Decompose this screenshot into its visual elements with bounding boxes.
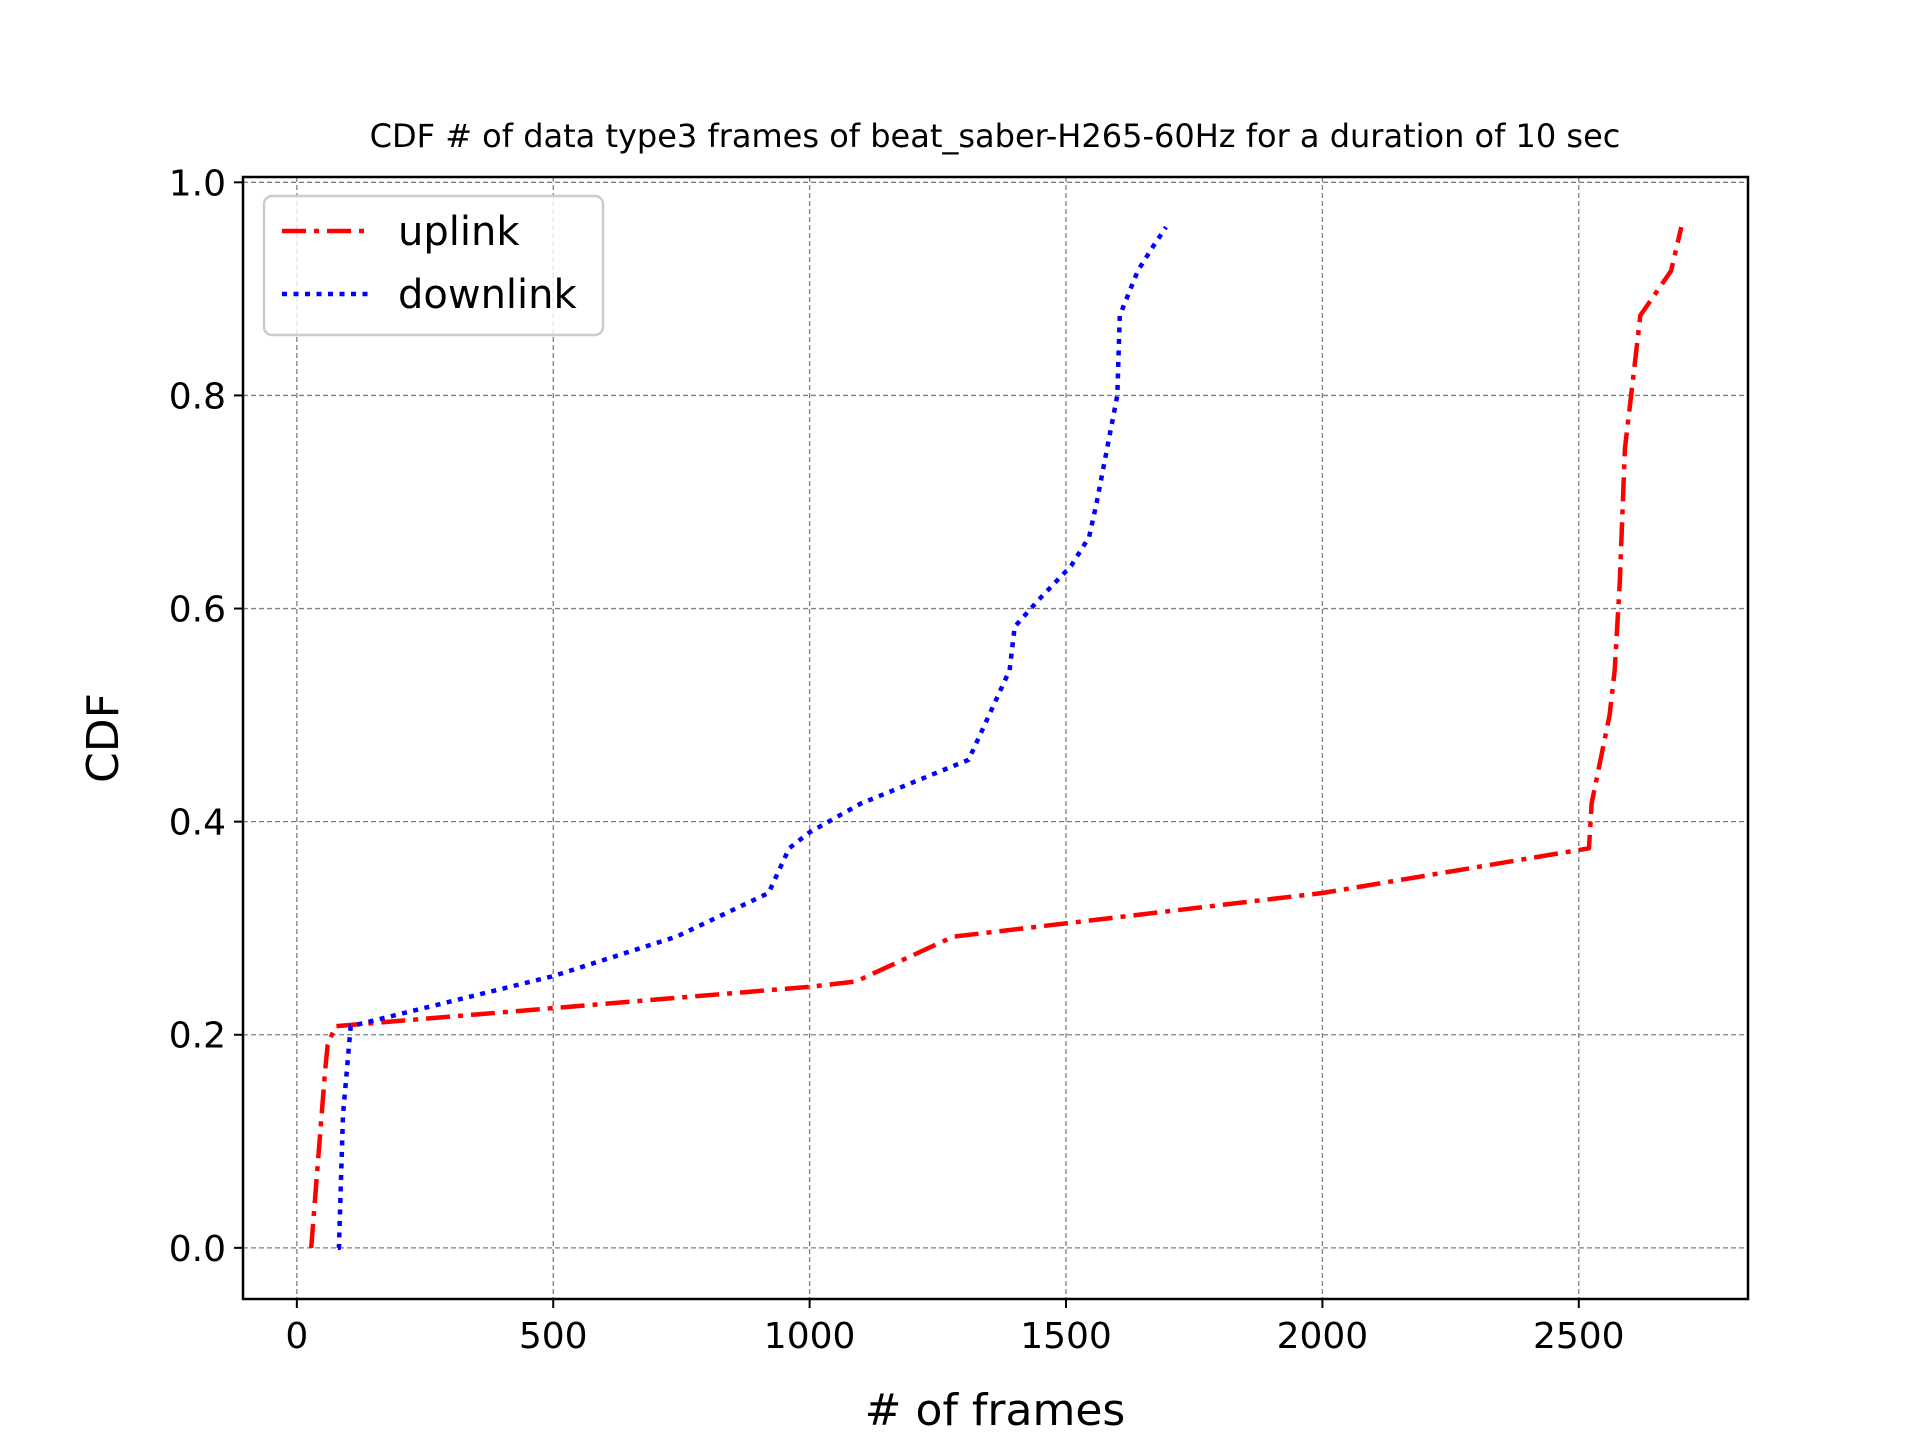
y-tick-label: 0.2 [169, 1016, 226, 1057]
x-axis-label: # of frames [865, 1385, 1126, 1436]
x-tick-label: 0 [285, 1316, 308, 1357]
x-tick-label: 2500 [1533, 1316, 1625, 1357]
legend-label-uplink: uplink [398, 209, 520, 255]
plot-frame [241, 175, 1750, 1301]
legend-label-downlink: downlink [398, 272, 578, 318]
x-tick-label: 1000 [764, 1316, 856, 1357]
series-lines [308, 225, 1684, 1251]
x-tick-label: 1500 [1020, 1316, 1112, 1357]
chart-title: CDF # of data type3 frames of beat_saber… [370, 117, 1621, 155]
x-tick-label: 500 [519, 1316, 588, 1357]
y-axis-ticks: 0.0 0.2 0.4 0.6 0.8 1.0 [169, 163, 243, 1270]
y-tick-label: 1.0 [169, 163, 226, 204]
y-axis-label: CDF [78, 693, 129, 783]
y-tick-label: 0.4 [169, 803, 226, 844]
x-tick-label: 2000 [1277, 1316, 1369, 1357]
y-tick-label: 0.8 [169, 376, 226, 417]
series-line-uplink [308, 226, 1684, 1249]
grid-lines [243, 177, 1748, 1299]
y-tick-label: 0.0 [169, 1229, 226, 1270]
x-axis-ticks: 0 500 1000 1500 2000 2500 [285, 1299, 1625, 1357]
y-tick-label: 0.6 [169, 590, 226, 631]
legend: uplink downlink [262, 194, 605, 337]
series-line-downlink [336, 225, 1168, 1251]
